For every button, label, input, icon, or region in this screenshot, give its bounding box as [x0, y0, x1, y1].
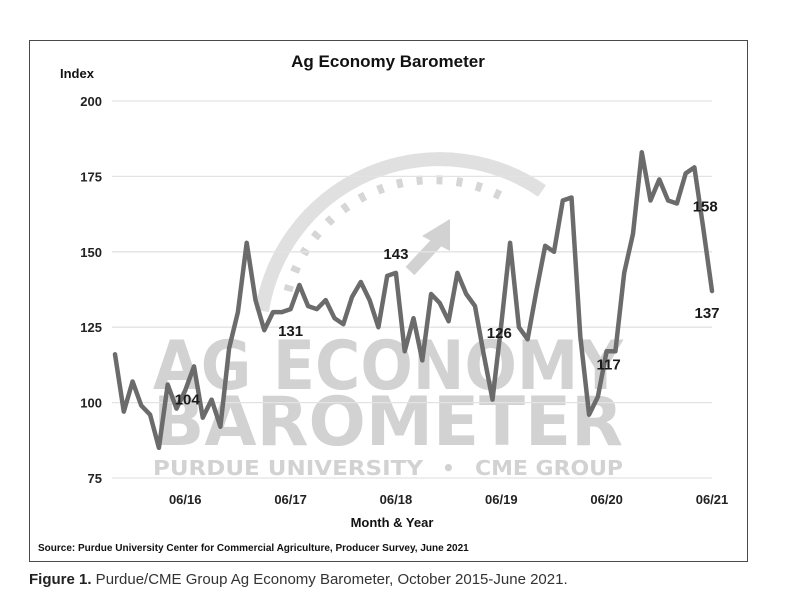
- y-axis-ticks: 75 100 125 150 175 200: [80, 94, 102, 486]
- x-axis-title: Month & Year: [351, 515, 434, 530]
- watermark: AG ECONOMY BAROMETER PURDUE UNIVERSITY •…: [153, 152, 624, 480]
- watermark-gauge-arc: [255, 152, 546, 313]
- x-axis-ticks: 06/16 06/17 06/18 06/19 06/20 06/21: [169, 492, 728, 507]
- x-tick-label: 06/21: [696, 492, 729, 507]
- y-tick-label-125: 125: [80, 320, 102, 335]
- x-tick-label: 06/16: [169, 492, 202, 507]
- data-label-143: 143: [383, 246, 408, 263]
- watermark-arrow-head: [422, 219, 450, 251]
- x-tick-label: 06/19: [485, 492, 518, 507]
- watermark-arrow-shaft: [405, 236, 443, 276]
- y-tick-label-75: 75: [88, 471, 102, 486]
- data-label-131: 131: [278, 323, 303, 340]
- data-label-117: 117: [597, 356, 621, 373]
- grid: [112, 100, 712, 479]
- chart-title: Ag Economy Barometer: [291, 52, 485, 71]
- x-tick-label: 06/20: [590, 492, 623, 507]
- caption-label: Figure 1.: [29, 571, 92, 588]
- data-label-158: 158: [693, 199, 718, 216]
- data-label-126: 126: [487, 325, 512, 342]
- figure-caption: Figure 1. Purdue/CME Group Ag Economy Ba…: [29, 571, 568, 588]
- caption-text: Purdue/CME Group Ag Economy Barometer, O…: [91, 571, 568, 588]
- source-note: Source: Purdue University Center for Com…: [38, 543, 469, 554]
- data-label-137: 137: [694, 305, 719, 322]
- y-tick-label-175: 175: [80, 169, 102, 184]
- watermark-line3-sep: •: [442, 456, 455, 480]
- y-tick-label-100: 100: [80, 396, 102, 411]
- series-group: [112, 150, 715, 451]
- y-axis-title: Index: [60, 66, 95, 81]
- y-tick-label-200: 200: [80, 94, 102, 109]
- watermark-line2: BAROMETER: [153, 383, 623, 462]
- data-label-104: 104: [175, 392, 201, 409]
- x-tick-label: 06/17: [274, 492, 307, 507]
- watermark-line3-right: CME GROUP: [475, 456, 623, 480]
- barometer-chart: AG ECONOMY BAROMETER PURDUE UNIVERSITY •…: [38, 52, 728, 554]
- x-tick-label: 06/18: [380, 492, 413, 507]
- data-labels: 104 131 143 126 117 158 137: [175, 199, 720, 409]
- chart-frame: AG ECONOMY BAROMETER PURDUE UNIVERSITY •…: [29, 40, 748, 562]
- watermark-line3-left: PURDUE UNIVERSITY: [153, 456, 424, 480]
- y-tick-label-150: 150: [80, 245, 102, 260]
